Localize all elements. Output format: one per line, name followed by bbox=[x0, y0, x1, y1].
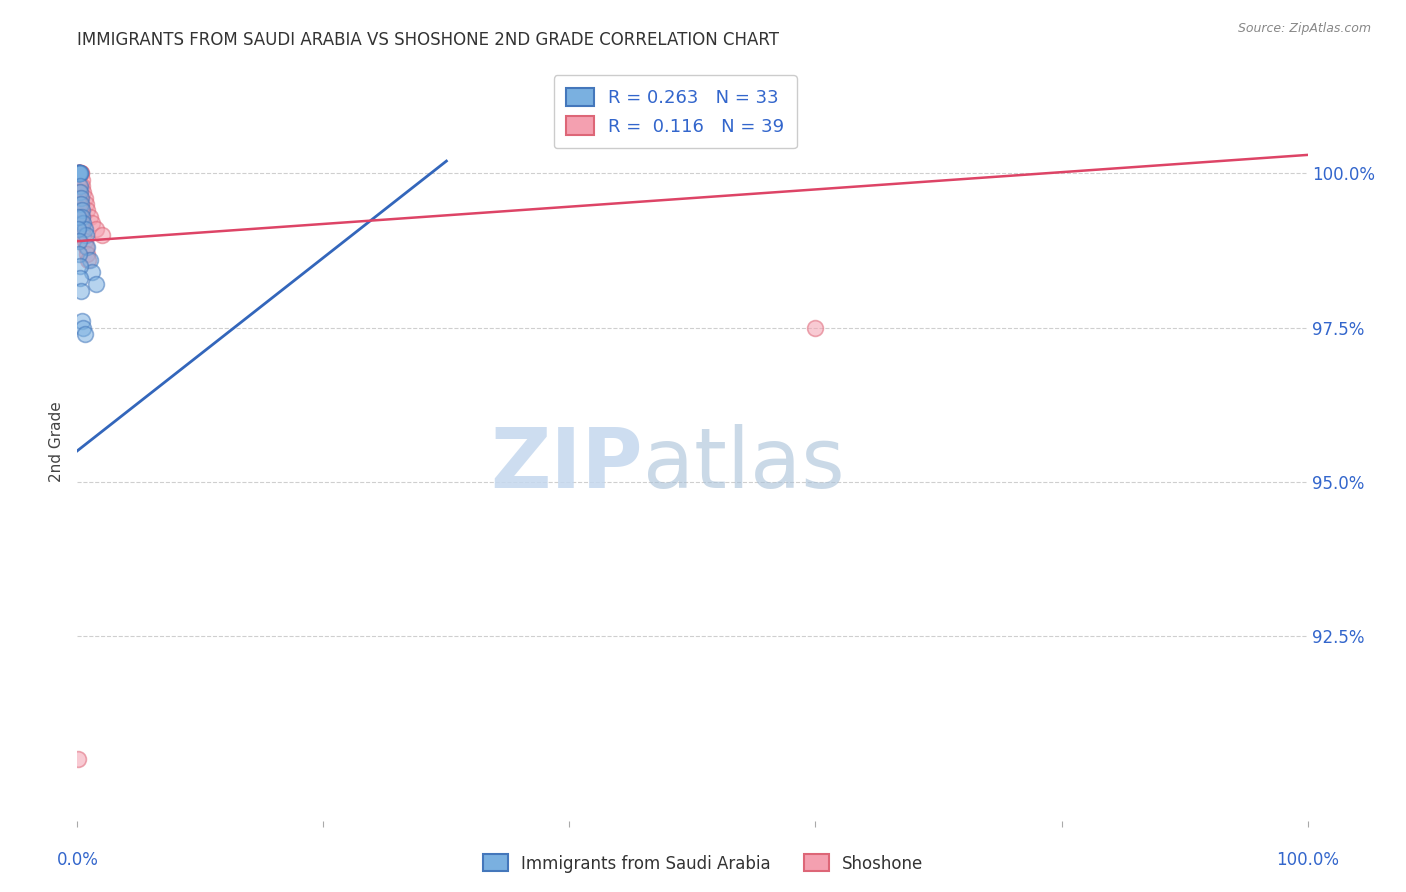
Point bbox=[84, 277, 107, 292]
Text: 0.0%: 0.0% bbox=[56, 852, 98, 870]
Point bbox=[69, 216, 91, 230]
Point bbox=[67, 166, 90, 180]
Point bbox=[804, 320, 827, 334]
Point bbox=[67, 191, 90, 205]
Point bbox=[69, 191, 91, 205]
Text: ZIP: ZIP bbox=[491, 424, 644, 505]
Point bbox=[66, 166, 89, 180]
Point bbox=[67, 166, 90, 180]
Point bbox=[69, 166, 91, 180]
Point bbox=[73, 191, 96, 205]
Point bbox=[82, 216, 104, 230]
Point bbox=[75, 197, 97, 211]
Point bbox=[69, 191, 91, 205]
Point bbox=[70, 210, 93, 224]
Point bbox=[67, 166, 90, 180]
Point bbox=[79, 252, 101, 267]
Point bbox=[67, 197, 90, 211]
Point bbox=[69, 166, 91, 180]
Point bbox=[72, 320, 94, 334]
Point bbox=[69, 197, 91, 211]
Point bbox=[73, 222, 96, 236]
Point bbox=[67, 185, 90, 199]
Point bbox=[73, 326, 96, 341]
Point bbox=[70, 178, 93, 193]
Point bbox=[67, 166, 90, 180]
Point bbox=[67, 166, 90, 180]
Point bbox=[75, 227, 97, 242]
Point bbox=[67, 246, 90, 260]
Point bbox=[84, 222, 107, 236]
Text: Source: ZipAtlas.com: Source: ZipAtlas.com bbox=[1237, 22, 1371, 36]
Point bbox=[76, 240, 98, 254]
Point bbox=[73, 234, 96, 248]
Point bbox=[70, 203, 93, 218]
Point bbox=[69, 166, 91, 180]
Point bbox=[79, 210, 101, 224]
Point bbox=[67, 166, 90, 180]
Point bbox=[70, 203, 93, 218]
Point bbox=[66, 752, 89, 766]
Text: IMMIGRANTS FROM SAUDI ARABIA VS SHOSHONE 2ND GRADE CORRELATION CHART: IMMIGRANTS FROM SAUDI ARABIA VS SHOSHONE… bbox=[77, 31, 779, 49]
Point bbox=[67, 222, 90, 236]
Point bbox=[70, 210, 93, 224]
Point bbox=[70, 172, 93, 186]
Point bbox=[90, 227, 114, 242]
Point bbox=[67, 234, 90, 248]
Point bbox=[69, 185, 91, 199]
Point bbox=[67, 166, 90, 180]
Point bbox=[70, 166, 93, 180]
Y-axis label: 2nd Grade: 2nd Grade bbox=[49, 401, 65, 482]
Point bbox=[69, 178, 91, 193]
Point bbox=[69, 166, 91, 180]
Legend: Immigrants from Saudi Arabia, Shoshone: Immigrants from Saudi Arabia, Shoshone bbox=[475, 847, 931, 880]
Point bbox=[69, 166, 91, 180]
Point bbox=[76, 246, 98, 260]
Point bbox=[67, 166, 90, 180]
Point bbox=[69, 259, 91, 273]
Point bbox=[66, 166, 89, 180]
Point bbox=[67, 166, 90, 180]
Point bbox=[69, 271, 91, 285]
Point bbox=[66, 210, 89, 224]
Point bbox=[82, 265, 104, 279]
Point bbox=[67, 166, 90, 180]
Point bbox=[67, 178, 90, 193]
Point bbox=[75, 240, 97, 254]
Text: atlas: atlas bbox=[644, 424, 845, 505]
Point bbox=[69, 203, 91, 218]
Point bbox=[72, 185, 94, 199]
Point bbox=[72, 216, 94, 230]
Point bbox=[69, 166, 91, 180]
Point bbox=[67, 166, 90, 180]
Point bbox=[77, 252, 100, 267]
Legend: R = 0.263   N = 33, R =  0.116   N = 39: R = 0.263 N = 33, R = 0.116 N = 39 bbox=[554, 75, 797, 148]
Point bbox=[70, 284, 93, 298]
Text: 100.0%: 100.0% bbox=[1277, 852, 1339, 870]
Point bbox=[70, 197, 93, 211]
Point bbox=[69, 210, 91, 224]
Point bbox=[72, 227, 94, 242]
Point bbox=[70, 222, 93, 236]
Point bbox=[76, 203, 98, 218]
Point bbox=[70, 314, 93, 328]
